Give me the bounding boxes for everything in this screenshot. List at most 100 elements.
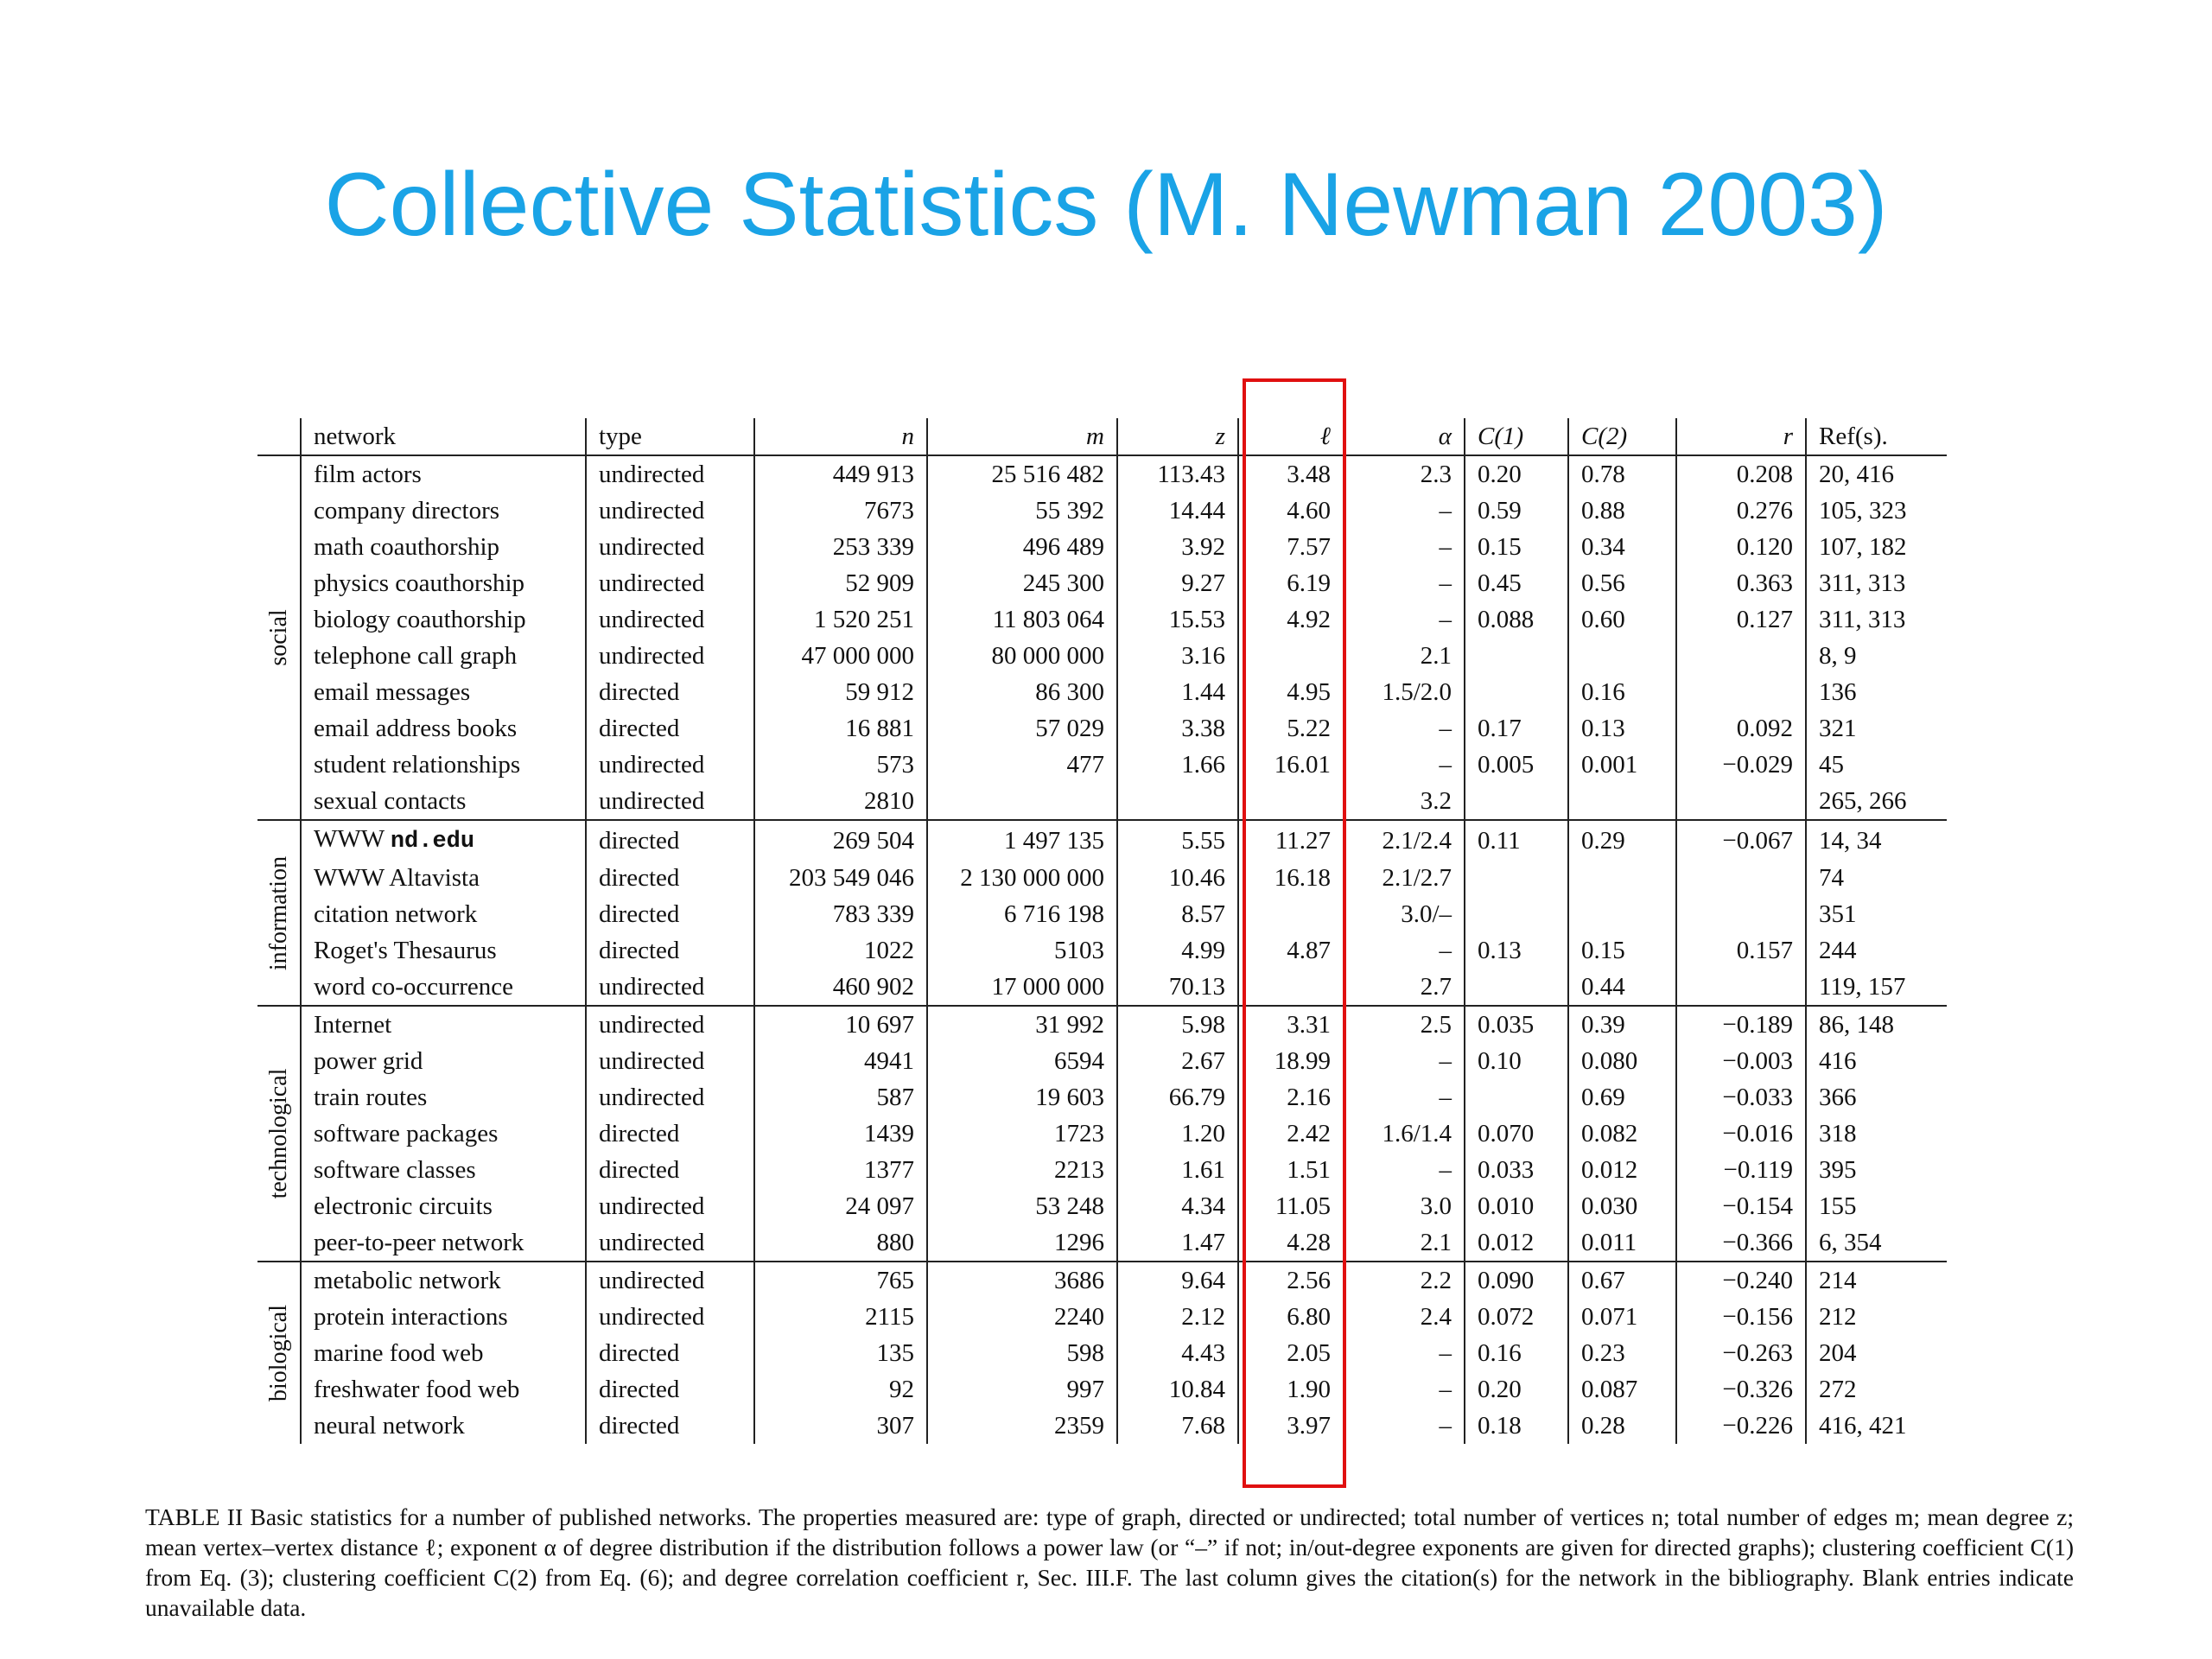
cell-r: 0.208 [1675, 455, 1806, 493]
cell-refs: 8, 9 [1805, 638, 1947, 674]
cell-c1: 0.035 [1464, 1006, 1568, 1043]
cell-network: marine food web [300, 1335, 586, 1371]
cell-m: 1296 [926, 1224, 1117, 1262]
cell-c1 [1464, 638, 1568, 674]
cell-m: 80 000 000 [926, 638, 1117, 674]
cell-refs: 136 [1805, 674, 1947, 710]
cell-m: 2213 [926, 1152, 1117, 1188]
header-m: m [926, 418, 1117, 456]
cell-c2: 0.15 [1567, 932, 1676, 969]
table-row: software classes directed 1377 2213 1.61 1.51… [257, 1152, 1947, 1188]
cell-z: 4.34 [1116, 1188, 1238, 1224]
cell-refs: 105, 323 [1805, 493, 1947, 529]
cell-r: −0.156 [1675, 1299, 1806, 1335]
cell-m: 2359 [926, 1408, 1117, 1444]
cell-c1: 0.072 [1464, 1299, 1568, 1335]
cell-c2: 0.34 [1567, 529, 1676, 565]
cell-z: 2.12 [1116, 1299, 1238, 1335]
header-network: network [300, 418, 586, 456]
cell-ell: 11.27 [1237, 820, 1344, 860]
cell-type: undirected [585, 565, 754, 601]
cell-ell: 6.80 [1237, 1299, 1344, 1335]
cell-z: 1.61 [1116, 1152, 1238, 1188]
cell-network: telephone call graph [300, 638, 586, 674]
cell-n: 1 520 251 [753, 601, 927, 638]
cell-network: word co-occurrence [300, 969, 586, 1007]
cell-n: 587 [753, 1079, 927, 1116]
cell-z: 5.98 [1116, 1006, 1238, 1043]
cell-m: 5103 [926, 932, 1117, 969]
cell-refs: 318 [1805, 1116, 1947, 1152]
table-row: physics coauthorship undirected 52 909 245 … [257, 565, 1947, 601]
cell-type: undirected [585, 747, 754, 783]
cell-c1: 0.15 [1464, 529, 1568, 565]
cell-refs: 311, 313 [1805, 565, 1947, 601]
cell-type: directed [585, 1408, 754, 1444]
cell-c1 [1464, 860, 1568, 896]
table-row: train routes undirected 587 19 603 66.79 2.16… [257, 1079, 1947, 1116]
cell-c2: 0.78 [1567, 455, 1676, 493]
cell-type: directed [585, 896, 754, 932]
cell-r: −0.067 [1675, 820, 1806, 860]
cell-c2: 0.001 [1567, 747, 1676, 783]
cell-z: 8.57 [1116, 896, 1238, 932]
cell-ell: 4.28 [1237, 1224, 1344, 1262]
cell-network: neural network [300, 1408, 586, 1444]
cell-c2 [1567, 783, 1676, 821]
cell-type: undirected [585, 1188, 754, 1224]
cell-z: 10.84 [1116, 1371, 1238, 1408]
cell-z: 70.13 [1116, 969, 1238, 1007]
cell-ell: 4.92 [1237, 601, 1344, 638]
cell-alpha: – [1343, 1335, 1465, 1371]
cell-m: 57 029 [926, 710, 1117, 747]
cell-alpha: 2.5 [1343, 1006, 1465, 1043]
cell-n: 47 000 000 [753, 638, 927, 674]
cell-r: −0.016 [1675, 1116, 1806, 1152]
table-row: citation network directed 783 339 6 716 198… [257, 896, 1947, 932]
cell-refs: 272 [1805, 1371, 1947, 1408]
category-label-text: biological [264, 1305, 292, 1402]
cell-alpha: – [1343, 1043, 1465, 1079]
header-alpha: α [1343, 418, 1465, 456]
cell-c1: 0.17 [1464, 710, 1568, 747]
header-c2: C(2) [1567, 418, 1676, 456]
cell-c1 [1464, 896, 1568, 932]
cell-network: sexual contacts [300, 783, 586, 821]
cell-alpha: 1.6/1.4 [1343, 1116, 1465, 1152]
cell-type: undirected [585, 1299, 754, 1335]
table-row: technological Internet undirected 10 697 31 … [257, 1006, 1947, 1262]
cell-r: −0.029 [1675, 747, 1806, 783]
cell-z: 3.38 [1116, 710, 1238, 747]
cell-alpha: – [1343, 493, 1465, 529]
cell-m: 17 000 000 [926, 969, 1117, 1007]
header-z: z [1116, 418, 1238, 456]
cell-c2: 0.28 [1567, 1408, 1676, 1444]
cell-n: 307 [753, 1408, 927, 1444]
cell-ell: 3.97 [1237, 1408, 1344, 1444]
cell-z: 113.43 [1116, 455, 1238, 493]
cell-r: 0.127 [1675, 601, 1806, 638]
cell-alpha: 1.5/2.0 [1343, 674, 1465, 710]
cell-type: directed [585, 710, 754, 747]
cell-n: 1439 [753, 1116, 927, 1152]
cell-n: 203 549 046 [753, 860, 927, 896]
cell-type: directed [585, 1116, 754, 1152]
cell-refs: 395 [1805, 1152, 1947, 1188]
cell-z: 9.27 [1116, 565, 1238, 601]
cell-n: 2810 [753, 783, 927, 821]
cell-ell: 2.42 [1237, 1116, 1344, 1152]
cell-c1: 0.13 [1464, 932, 1568, 969]
cell-refs: 107, 182 [1805, 529, 1947, 565]
cell-n: 460 902 [753, 969, 927, 1007]
cell-n: 4941 [753, 1043, 927, 1079]
cell-ell [1237, 783, 1344, 821]
cell-refs: 366 [1805, 1079, 1947, 1116]
cell-network: citation network [300, 896, 586, 932]
cell-z: 4.99 [1116, 932, 1238, 969]
cell-m: 53 248 [926, 1188, 1117, 1224]
cell-n: 59 912 [753, 674, 927, 710]
cell-c1: 0.59 [1464, 493, 1568, 529]
cell-refs: 214 [1805, 1262, 1947, 1299]
cell-network: WWW nd.edu [300, 820, 586, 860]
table-row: sexual contacts undirected 2810 3.2 265, 266 [257, 783, 1947, 821]
